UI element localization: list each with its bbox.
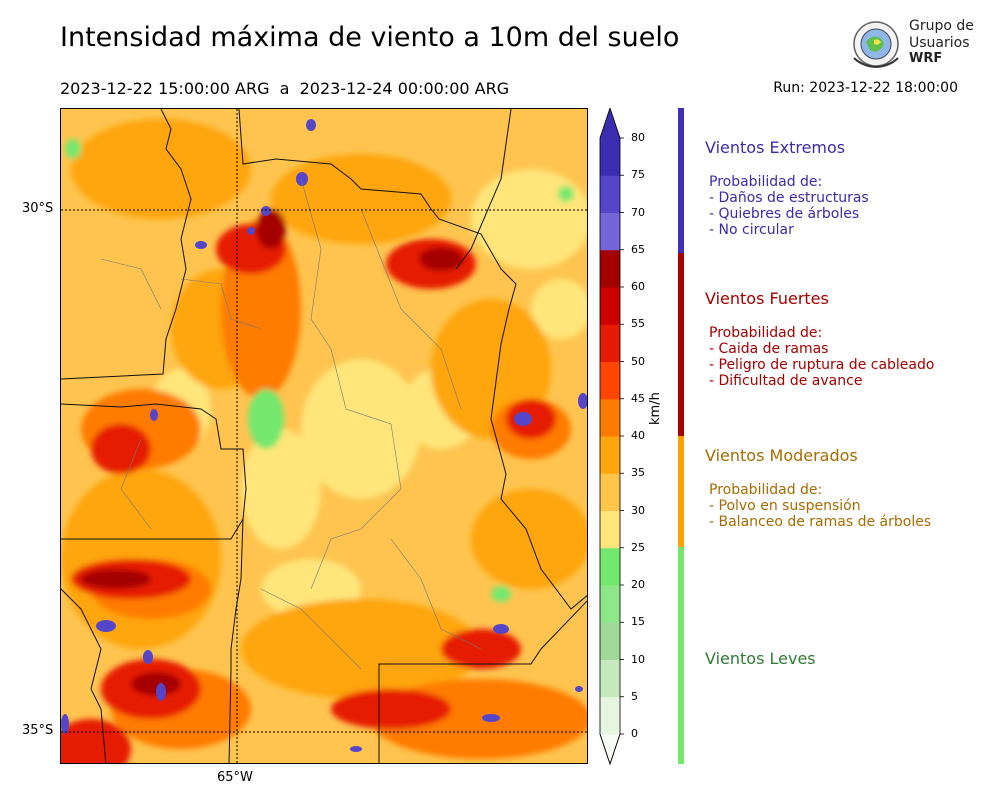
logo-text-line2: Usuarios (909, 35, 970, 51)
wind-colorbar (598, 106, 628, 772)
description-line: - No circular (709, 222, 794, 238)
category-title: Vientos Extremos (705, 138, 846, 157)
category-moderados: Vientos Moderados Probabilidad de: - Pol… (705, 446, 931, 530)
logo-text-line1: Grupo de (909, 18, 974, 34)
colorbar-tick-label: 20 (631, 578, 645, 591)
colorbar-tick-label: 25 (631, 540, 645, 554)
graticule (61, 109, 587, 763)
category-fuertes: Vientos Fuertes Probabilidad de: - Caida… (705, 289, 934, 389)
colorbar-tick-label: 10 (631, 652, 645, 666)
colorbar-segment (600, 287, 620, 325)
colorbar-segment (600, 696, 620, 735)
colorbar-segment (600, 398, 620, 437)
category-description: Probabilidad de: - Caida de ramas - Peli… (705, 325, 934, 389)
lat-label-35s: 35°S (22, 723, 54, 738)
forecast-period: 2023-12-22 15:00:00 ARG a 2023-12-24 00:… (60, 79, 510, 98)
colorbar-segment (600, 622, 620, 660)
lon-label-65w: 65°W (217, 770, 253, 785)
description-line: - Caida de ramas (709, 341, 829, 357)
colorbar-tick-label: 0 (631, 727, 638, 740)
logo-text-line3: WRF (909, 51, 943, 66)
colorbar-max-triangle (600, 108, 620, 138)
colorbar-tick-label: 30 (631, 503, 645, 517)
category-bar-leves (678, 547, 684, 764)
colorbar-segment (600, 659, 620, 698)
wind-map-canvas (61, 109, 587, 763)
category-title: Vientos Fuertes (705, 289, 829, 308)
lat-label-30s: 30°S (22, 201, 54, 216)
category-bar-extremos (678, 108, 684, 253)
extreme-wind-spots (61, 119, 587, 752)
colorbar-min-triangle (599, 733, 621, 766)
description-line: - Balanceo de ramas de árboles (709, 514, 932, 530)
colorbar-tick-label: 50 (631, 354, 645, 368)
colorbar-segment (600, 324, 620, 362)
globe-seal-icon (853, 21, 899, 69)
colorbar-unit-label: km/h (648, 392, 663, 425)
description-line: Probabilidad de: (709, 482, 823, 498)
colorbar-tick-label: 55 (631, 317, 645, 331)
category-bar-fuertes (678, 253, 684, 436)
colorbar-segment (600, 138, 620, 176)
colorbar-segment (600, 436, 620, 474)
colorbar-segment (600, 585, 620, 623)
colorbar-segment (600, 510, 620, 549)
wind-contours (61, 119, 587, 763)
wind-map (60, 108, 588, 764)
colorbar-tick-label: 15 (631, 615, 645, 629)
description-line: - Peligro de ruptura de cableado (709, 357, 935, 373)
category-extremos: Vientos Extremos Probabilidad de: - Daño… (705, 138, 869, 238)
colorbar-tick-label: 70 (631, 205, 645, 219)
colorbar-segment (600, 249, 620, 288)
province-borders (61, 109, 587, 763)
colorbar-segment (600, 473, 620, 511)
category-description: Probabilidad de: - Polvo en suspensión -… (705, 482, 931, 530)
grupo-usuarios-wrf-logo: Grupo de Usuarios WRF (848, 18, 974, 70)
colorbar-tick-label: 45 (631, 391, 645, 405)
colorbar-segments (599, 106, 624, 766)
colorbar-tick-label: 65 (631, 242, 645, 256)
description-line: - Dificultad de avance (709, 373, 863, 389)
category-title: Vientos Moderados (705, 446, 858, 465)
colorbar-segment (600, 212, 620, 251)
description-line: - Daños de estructuras (709, 190, 869, 206)
colorbar-tick-label: 80 (631, 131, 645, 144)
colorbar-segment (600, 361, 620, 400)
colorbar-tick-label: 35 (631, 466, 645, 480)
category-bar-moderados (678, 436, 684, 547)
description-line: - Quiebres de árboles (709, 206, 860, 222)
department-borders (100, 178, 482, 670)
description-line: - Polvo en suspensión (709, 498, 861, 514)
run-timestamp: Run: 2023-12-22 18:00:00 (773, 80, 958, 96)
description-line: Probabilidad de: (709, 174, 823, 190)
category-description: Probabilidad de: - Daños de estructuras … (705, 174, 869, 238)
category-leves: Vientos Leves (705, 649, 816, 668)
colorbar-tick-label: 5 (631, 689, 638, 703)
colorbar-segment (600, 547, 620, 586)
colorbar-tick-label: 40 (631, 429, 645, 442)
colorbar-segment (600, 175, 620, 213)
colorbar-tick-label: 60 (631, 280, 645, 293)
category-title: Vientos Leves (705, 649, 816, 668)
description-line: Probabilidad de: (709, 325, 823, 341)
map-title: Intensidad máxima de viento a 10m del su… (60, 22, 680, 53)
colorbar-tick-label: 75 (631, 168, 645, 182)
